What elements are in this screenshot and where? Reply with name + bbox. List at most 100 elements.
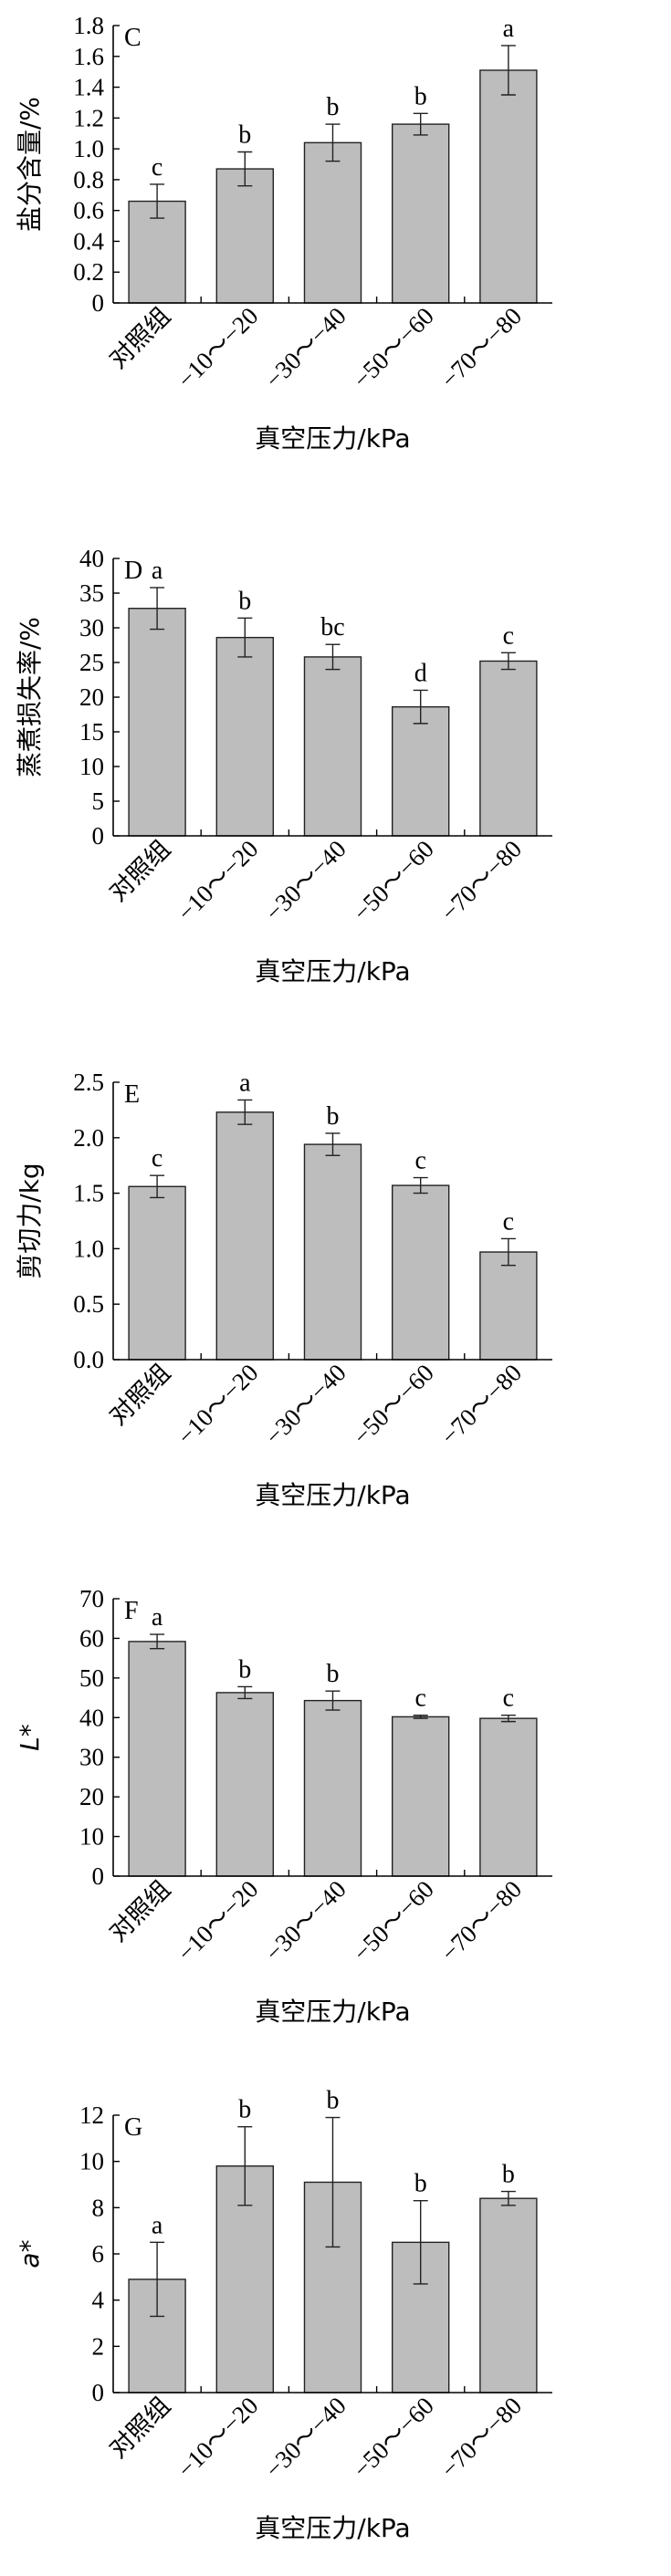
x-tick-label: −30～−40 <box>260 1359 351 1450</box>
bar <box>392 123 450 304</box>
y-tick-label: 10 <box>79 1823 104 1851</box>
y-tick-label: 4 <box>92 2287 105 2314</box>
x-tick-label: 对照组 <box>104 302 175 373</box>
bar <box>215 636 275 837</box>
x-tick-label: −10～−20 <box>173 302 264 393</box>
y-axis-title: 剪切力/kg <box>15 1163 45 1278</box>
y-tick-label: 8 <box>92 2194 105 2221</box>
y-tick-label: 30 <box>79 614 104 641</box>
x-tick-label: −50～−60 <box>348 302 439 393</box>
panel-letter: E <box>124 1080 140 1109</box>
significance-letter: a <box>239 1069 251 1097</box>
chart-panel-g: a b b b b 0 2 4 6 8 10 12 对照组−10～−20−30～−40−50～−60−7… <box>15 2087 552 2543</box>
bar <box>128 608 186 837</box>
bar <box>128 1185 186 1361</box>
x-axis-title: 真空压力/kPa <box>255 956 410 986</box>
bar <box>215 168 275 304</box>
y-tick-label: 2 <box>92 2332 105 2360</box>
significance-letter: b <box>414 2170 427 2198</box>
x-axis-title: 真空压力/kPa <box>255 423 410 454</box>
significance-letter: a <box>152 557 163 585</box>
y-tick-label: 1.6 <box>73 43 104 70</box>
x-tick-label: −70～−80 <box>435 835 527 926</box>
x-tick-label: 对照组 <box>104 1359 175 1430</box>
panel-letter: C <box>124 24 142 52</box>
y-tick-label: 20 <box>79 1783 104 1810</box>
bar <box>479 660 538 837</box>
y-tick-label: 1.4 <box>73 74 104 101</box>
y-axis-title: L* <box>15 1724 45 1751</box>
x-tick-label: −30～−40 <box>260 835 351 926</box>
significance-letter: a <box>503 15 515 43</box>
significance-letter: a <box>152 1603 163 1632</box>
chart-panel-f: a b b c c 0 10 20 30 40 50 60 70 对照组−10～−20−30～−40−50… <box>15 1585 552 2027</box>
bar <box>215 1111 275 1361</box>
significance-letter: b <box>327 1660 340 1688</box>
y-tick-label: 0.2 <box>73 258 104 286</box>
x-tick-label: −70～−80 <box>435 2392 527 2483</box>
y-tick-label: 0.4 <box>73 227 104 255</box>
y-axis-title: a* <box>15 2239 45 2268</box>
significance-letter: b <box>238 1655 251 1684</box>
y-tick-label: 20 <box>79 683 104 711</box>
y-tick-label: 50 <box>79 1664 104 1692</box>
bar <box>479 69 538 304</box>
bar <box>392 705 450 837</box>
y-tick-label: 25 <box>79 649 104 676</box>
x-tick-label: −70～−80 <box>435 1359 527 1450</box>
y-tick-label: 1.5 <box>73 1180 104 1207</box>
x-tick-label: −70～−80 <box>435 1875 527 1966</box>
significance-letter: c <box>503 621 514 650</box>
significance-letter: b <box>238 587 251 615</box>
bar <box>479 2197 538 2393</box>
y-tick-label: 0 <box>92 2379 105 2406</box>
x-axis-title: 真空压力/kPa <box>255 2513 410 2543</box>
significance-letter: c <box>503 1684 514 1713</box>
y-tick-label: 10 <box>79 2148 104 2175</box>
bar <box>215 1692 275 1877</box>
significance-letter: b <box>327 2087 340 2115</box>
y-tick-label: 15 <box>79 718 104 746</box>
x-tick-label: −10～−20 <box>173 2392 264 2483</box>
y-axis-title: 盐分含量/% <box>15 97 45 232</box>
significance-letter: b <box>238 2096 251 2124</box>
bar <box>303 141 362 304</box>
y-tick-label: 0 <box>92 1862 105 1890</box>
y-tick-label: 0.6 <box>73 197 104 224</box>
significance-letter: c <box>152 1144 163 1173</box>
chart-panel-e: c a b c c 0.0 0.5 1.0 1.5 2.0 2.5 对照组−10～−20−30～−40… <box>15 1069 552 1510</box>
bar <box>392 1184 450 1361</box>
x-axis-title: 真空压力/kPa <box>255 1997 410 2027</box>
significance-letter: b <box>502 2161 515 2189</box>
y-tick-label: 2.5 <box>73 1069 104 1096</box>
x-tick-label: 对照组 <box>104 835 175 906</box>
y-tick-label: 12 <box>79 2101 104 2129</box>
x-tick-label: −50～−60 <box>348 2392 439 2483</box>
chart-panel-d: a b bc d c 0 5 10 15 20 25 30 35 40 对照组−10～−20−30～−40−… <box>15 545 552 986</box>
x-tick-label: −50～−60 <box>348 1359 439 1450</box>
bar <box>479 1251 538 1361</box>
y-tick-label: 35 <box>79 579 104 607</box>
x-tick-label: −30～−40 <box>260 302 351 393</box>
y-tick-label: 1.2 <box>73 104 104 131</box>
y-tick-label: 2.0 <box>73 1124 104 1152</box>
x-tick-label: −10～−20 <box>173 1359 264 1450</box>
bar <box>479 1717 538 1877</box>
x-tick-label: −10～−20 <box>173 835 264 926</box>
y-tick-label: 0.0 <box>73 1346 104 1373</box>
y-tick-label: 30 <box>79 1744 104 1771</box>
y-tick-label: 10 <box>79 753 104 780</box>
chart-panel-c: c b b b a 0 0.2 0.4 0.6 0.8 1.0 1.2 1.4 1.6 1.8 对照组−10～… <box>15 12 552 454</box>
y-tick-label: 1.0 <box>73 135 104 162</box>
bar <box>303 656 362 837</box>
x-tick-label: 对照组 <box>104 1875 175 1946</box>
bar <box>128 1641 186 1877</box>
x-tick-label: −30～−40 <box>260 2392 351 2483</box>
y-tick-label: 0.5 <box>73 1290 104 1318</box>
significance-letter: c <box>152 153 163 182</box>
significance-letter: c <box>503 1207 514 1236</box>
bar <box>392 1716 450 1877</box>
y-tick-label: 0.8 <box>73 166 104 193</box>
significance-letter: c <box>414 1147 425 1175</box>
